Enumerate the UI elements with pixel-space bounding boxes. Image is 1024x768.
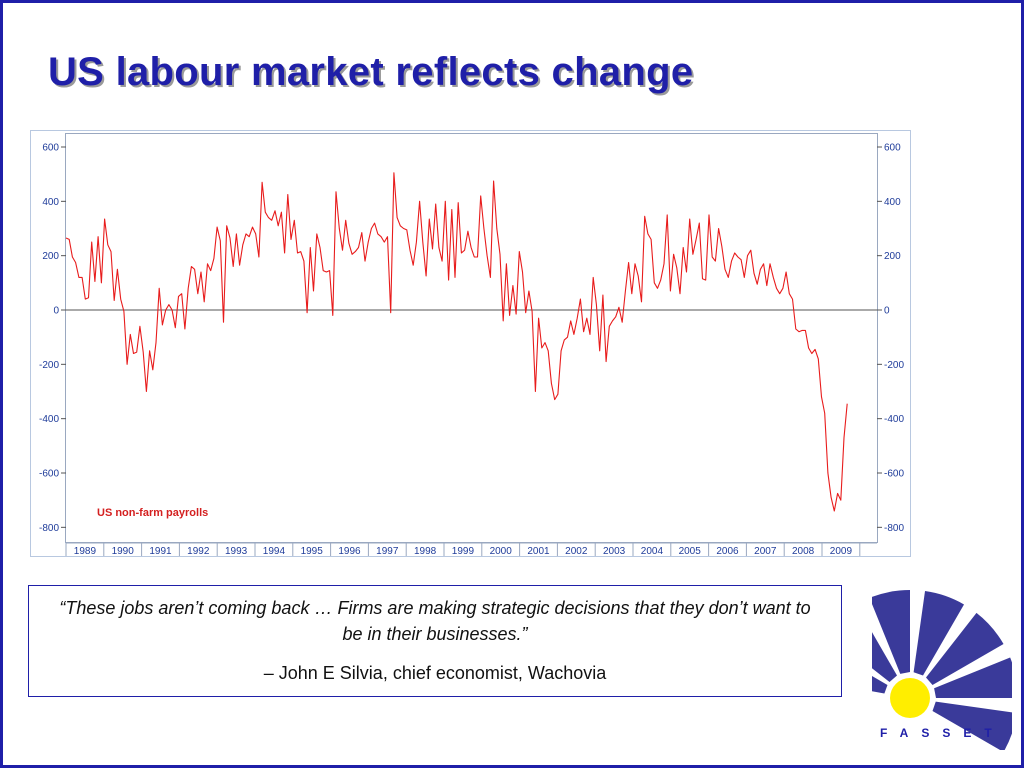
quote-box: “These jobs aren’t coming back … Firms a… — [28, 585, 842, 697]
logo-ray — [932, 701, 1017, 752]
slide-title: US labour market reflects change — [48, 50, 694, 94]
x-tick-label: 2007 — [754, 546, 777, 557]
plot-area — [65, 133, 878, 543]
y-tick-label-left: 200 — [42, 251, 59, 262]
y-tick-label-left: -600 — [39, 469, 59, 480]
logo-wordmark: FASSET — [880, 726, 1005, 740]
y-tick-label-left: -400 — [39, 414, 59, 425]
x-tick-label: 1989 — [74, 546, 97, 557]
y-tick-label-left: 400 — [42, 197, 59, 208]
y-tick-label-right: -800 — [884, 523, 904, 534]
x-tick-label: 1992 — [187, 546, 210, 557]
quote-text: “These jobs aren’t coming back … Firms a… — [59, 598, 811, 644]
logo-ray — [869, 590, 910, 674]
x-tick-label: 1995 — [301, 546, 324, 557]
x-tick-label: 2002 — [565, 546, 588, 557]
y-tick-label-right: -200 — [884, 360, 904, 371]
x-tick-label: 2003 — [603, 546, 626, 557]
y-tick-label-left: 0 — [53, 306, 59, 317]
payrolls-chart: 600 400 200 0 -200 -400 -600 -800 600 400 200 0 -20… — [30, 130, 911, 557]
x-axis: 1989 1990 1991 1992 1993 1994 1995 1996 1997 1998… — [65, 542, 877, 557]
logo-ray — [913, 591, 964, 676]
y-tick-label-right: -600 — [884, 469, 904, 480]
x-tick-label: 2005 — [679, 546, 702, 557]
x-tick-label: 1993 — [225, 546, 248, 557]
y-tick-label-left: -800 — [39, 523, 59, 534]
y-tick-label-right: 0 — [884, 306, 890, 317]
y-axis-right: 600 400 200 0 -200 -400 -600 -800 — [877, 143, 904, 534]
quote-attribution: – John E Silvia, chief economist, Wachov… — [263, 663, 607, 683]
y-tick-label-right: 200 — [884, 251, 901, 262]
logo-ray — [926, 612, 1004, 685]
x-tick-label: 1990 — [112, 546, 135, 557]
x-tick-label: 2006 — [716, 546, 739, 557]
x-tick-label: 2000 — [490, 546, 513, 557]
x-tick-label: 2009 — [830, 546, 853, 557]
series-label: US non-farm payrolls — [97, 507, 208, 519]
logo-ray — [934, 657, 1018, 698]
x-tick-label: 1999 — [452, 546, 475, 557]
x-tick-label: 2004 — [641, 546, 664, 557]
y-tick-label-right: 400 — [884, 197, 901, 208]
y-tick-label-left: 600 — [42, 143, 59, 154]
x-tick-label: 1997 — [376, 546, 399, 557]
x-tick-label: 2008 — [792, 546, 815, 557]
y-axis-left: 600 400 200 0 -200 -400 -600 -800 — [39, 143, 66, 534]
y-tick-label-right: -400 — [884, 414, 904, 425]
x-tick-label: 1994 — [263, 546, 286, 557]
x-tick-label: 1991 — [149, 546, 172, 557]
series-line-payrolls — [65, 172, 848, 512]
x-tick-label: 2001 — [527, 546, 550, 557]
y-tick-label-left: -200 — [39, 360, 59, 371]
y-tick-label-right: 600 — [884, 143, 901, 154]
x-tick-label: 1998 — [414, 546, 437, 557]
x-tick-label: 1996 — [338, 546, 361, 557]
